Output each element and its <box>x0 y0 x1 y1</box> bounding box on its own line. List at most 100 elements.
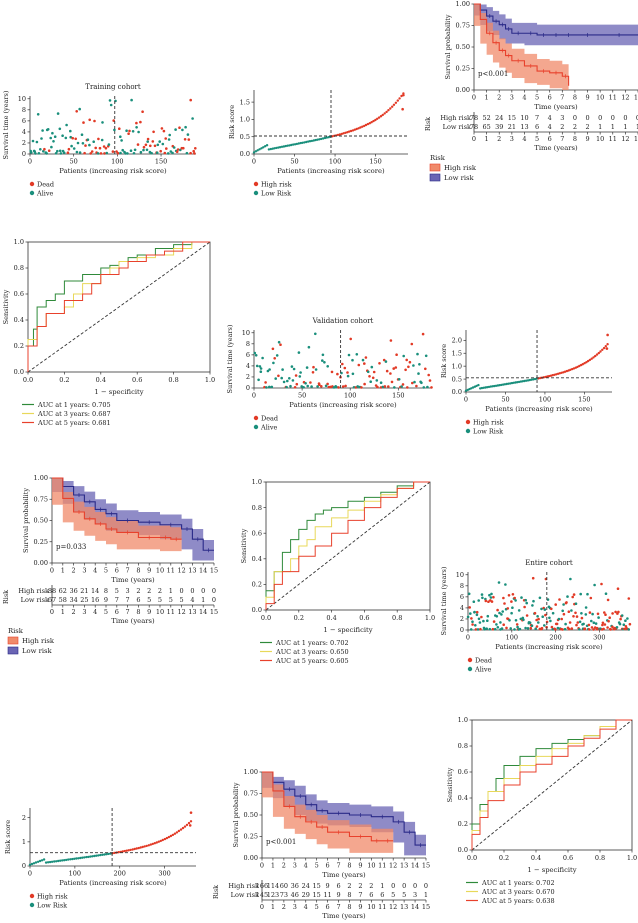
high-risk-point <box>569 368 572 371</box>
dead-point <box>98 146 102 150</box>
x-tick-label: 15 <box>422 862 430 870</box>
alive-point <box>119 151 122 155</box>
dead-point <box>90 150 94 153</box>
alive-point <box>420 381 423 385</box>
low-risk-point <box>516 381 519 384</box>
dead-point <box>533 611 537 615</box>
risk-table-cell: 5 <box>402 891 406 899</box>
x-tick-label: 10 <box>367 903 375 911</box>
alive-point <box>586 592 589 596</box>
dead-point <box>575 615 579 618</box>
x-tick-label: 5 <box>535 135 539 143</box>
alive-point <box>145 148 149 152</box>
high-risk-point <box>383 112 386 115</box>
dead-point <box>475 610 479 614</box>
high-risk-point <box>143 845 146 848</box>
dead-point <box>589 596 593 600</box>
high-risk-curve <box>262 771 394 842</box>
x-tick-label: 100 <box>344 392 356 400</box>
alive-point <box>514 599 517 602</box>
x-tick-label: 14 <box>199 567 207 575</box>
high-risk-point <box>377 116 381 119</box>
dead-point <box>603 611 606 614</box>
alive-point <box>281 368 284 371</box>
x-tick-label: 0 <box>50 567 54 575</box>
alive-point <box>58 149 62 153</box>
x-tick-label: 14 <box>411 903 419 911</box>
alive-point <box>272 361 275 365</box>
y-tick-label: 1.5 <box>240 98 250 106</box>
x-tick-label: 14 <box>411 862 419 870</box>
high-risk-point <box>563 370 567 373</box>
dead-point <box>588 611 592 614</box>
y-tick-label: 0 <box>246 384 250 392</box>
high-risk-point <box>571 367 574 371</box>
risk-table-cell: 5 <box>180 596 184 604</box>
low-risk-point <box>525 379 528 382</box>
alive-point <box>597 616 600 619</box>
x-tick-label: 12 <box>389 862 397 870</box>
risk-table-cell: 62 <box>59 587 67 595</box>
legend-title: Risk <box>430 154 446 162</box>
low-risk-point <box>471 386 475 389</box>
high-risk-point <box>581 363 584 366</box>
high-risk-point <box>183 825 187 828</box>
y-tick-label: 6 <box>22 117 26 125</box>
low-risk-point <box>477 383 480 387</box>
alive-point <box>80 133 84 136</box>
x-axis-label: Time (years) <box>111 617 155 625</box>
dead-point <box>593 626 597 629</box>
x-tick-label: 12 <box>621 94 629 102</box>
low-risk-point <box>468 387 471 391</box>
low-risk-point <box>95 854 98 857</box>
x-tick-label: 300 <box>593 634 605 642</box>
alive-point <box>31 139 35 143</box>
alive-point <box>517 609 521 612</box>
dead-point <box>550 625 554 629</box>
y-tick-label: 4 <box>22 128 26 136</box>
x-tick-label: 300 <box>158 870 170 878</box>
y-tick-label: 10 <box>456 571 464 579</box>
dead-point <box>192 149 195 153</box>
high-risk-point <box>151 842 154 846</box>
dead-point <box>175 150 179 154</box>
alive-point <box>534 627 537 630</box>
alive-point <box>497 581 501 584</box>
alive-point <box>509 627 512 630</box>
high-risk-point <box>189 811 193 814</box>
legend-label: Low risk <box>444 174 474 182</box>
y-tick-label: 6 <box>460 593 464 601</box>
legend-label: High risk <box>473 419 504 427</box>
low-risk-point <box>67 858 70 861</box>
x-tick-label: 0.0 <box>23 376 33 384</box>
high-risk-point <box>605 347 609 350</box>
dead-point <box>75 110 78 113</box>
risk-table-cell: 5 <box>158 596 162 604</box>
risk-table-cell: 8 <box>104 587 108 595</box>
x-tick-label: 1 <box>485 94 489 102</box>
val_km-panel: 0 1 2 3 4 5 6 7 8 9 10 11 12 13 14 150.000.250.500.751.… <box>2 474 218 655</box>
dead-point <box>264 381 267 384</box>
dead-point <box>94 146 97 150</box>
legend-swatch <box>467 657 473 663</box>
low-risk-point <box>44 861 48 864</box>
dead-point <box>525 614 529 617</box>
x-tick-label: 1 <box>485 135 489 143</box>
dead-point <box>627 597 631 600</box>
high-risk-point <box>127 849 130 852</box>
legend-label: Dead <box>261 415 278 423</box>
dead-point <box>427 373 431 377</box>
x-tick-label: 3 <box>510 94 514 102</box>
alive-point <box>255 364 259 368</box>
chart-title: Entire cohort <box>525 559 573 567</box>
low-risk-point <box>65 858 68 862</box>
alive-point <box>498 611 501 615</box>
alive-point <box>139 150 143 154</box>
risk-table-cell: 4 <box>548 123 552 131</box>
x-tick-label: 150 <box>155 158 167 166</box>
dead-point <box>505 626 508 630</box>
x-tick-label: 4 <box>93 608 97 616</box>
y-tick-label: 0.6 <box>458 768 468 776</box>
legend-label: AUC at 1 years: 0.702 <box>275 639 349 647</box>
x-tick-label: 0.0 <box>261 614 271 622</box>
